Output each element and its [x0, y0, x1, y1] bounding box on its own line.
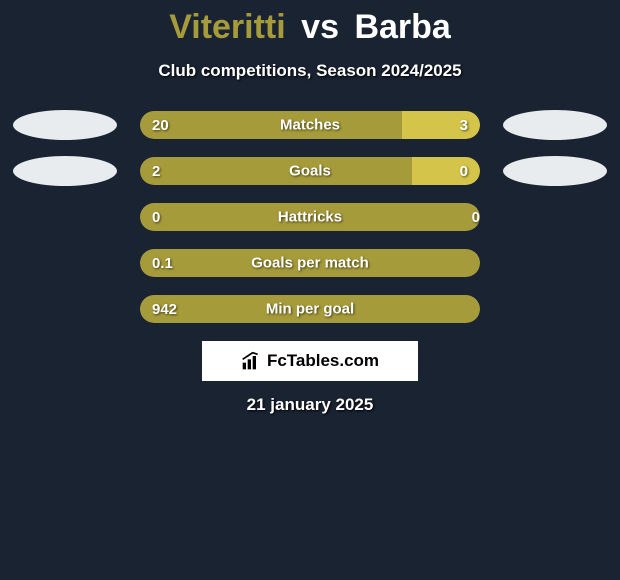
avatar-slot-left [10, 157, 120, 185]
stat-value-left: 942 [140, 295, 480, 323]
stat-bar: 00Hattricks [140, 203, 480, 231]
stat-bar: 20Goals [140, 157, 480, 185]
bar-chart-icon [241, 351, 261, 371]
avatar-slot-right [500, 111, 610, 139]
stat-rows: 203Matches 20Goals 00Hattricks 0.1Goals per… [0, 111, 620, 323]
stat-row: 0.1Goals per match [0, 249, 620, 277]
stat-value-left: 20 [140, 111, 402, 139]
stat-value-left: 2 [140, 157, 412, 185]
stat-row: 00Hattricks [0, 203, 620, 231]
stat-value-right: 3 [402, 111, 480, 139]
avatar-slot-left [10, 249, 120, 277]
stat-bar: 942Min per goal [140, 295, 480, 323]
player2-name: Barba [354, 8, 450, 46]
stat-bar: 0.1Goals per match [140, 249, 480, 277]
page-title: Viteritti vs Barba [0, 8, 620, 47]
avatar-slot-right [500, 157, 610, 185]
stat-row: 942Min per goal [0, 295, 620, 323]
stat-value-right: 0 [412, 157, 480, 185]
stat-row: 20Goals [0, 157, 620, 185]
avatar-slot-left [10, 111, 120, 139]
date-label: 21 january 2025 [0, 395, 620, 415]
stat-value-left: 0 [140, 203, 480, 231]
player1-avatar [13, 156, 117, 186]
brand-badge[interactable]: FcTables.com [202, 341, 418, 381]
player1-avatar [13, 110, 117, 140]
comparison-card: Viteritti vs Barba Club competitions, Se… [0, 0, 620, 415]
stat-row: 203Matches [0, 111, 620, 139]
avatar-slot-left [10, 203, 120, 231]
stat-value-left: 0.1 [140, 249, 480, 277]
player1-name: Viteritti [169, 8, 286, 46]
brand-text: FcTables.com [267, 351, 379, 371]
avatar-slot-right [500, 295, 610, 323]
player2-avatar [503, 110, 607, 140]
vs-label: vs [301, 8, 339, 46]
subtitle: Club competitions, Season 2024/2025 [0, 61, 620, 81]
stat-bar: 203Matches [140, 111, 480, 139]
avatar-slot-right [500, 249, 610, 277]
avatar-slot-left [10, 295, 120, 323]
avatar-slot-right [500, 203, 610, 231]
player2-avatar [503, 156, 607, 186]
